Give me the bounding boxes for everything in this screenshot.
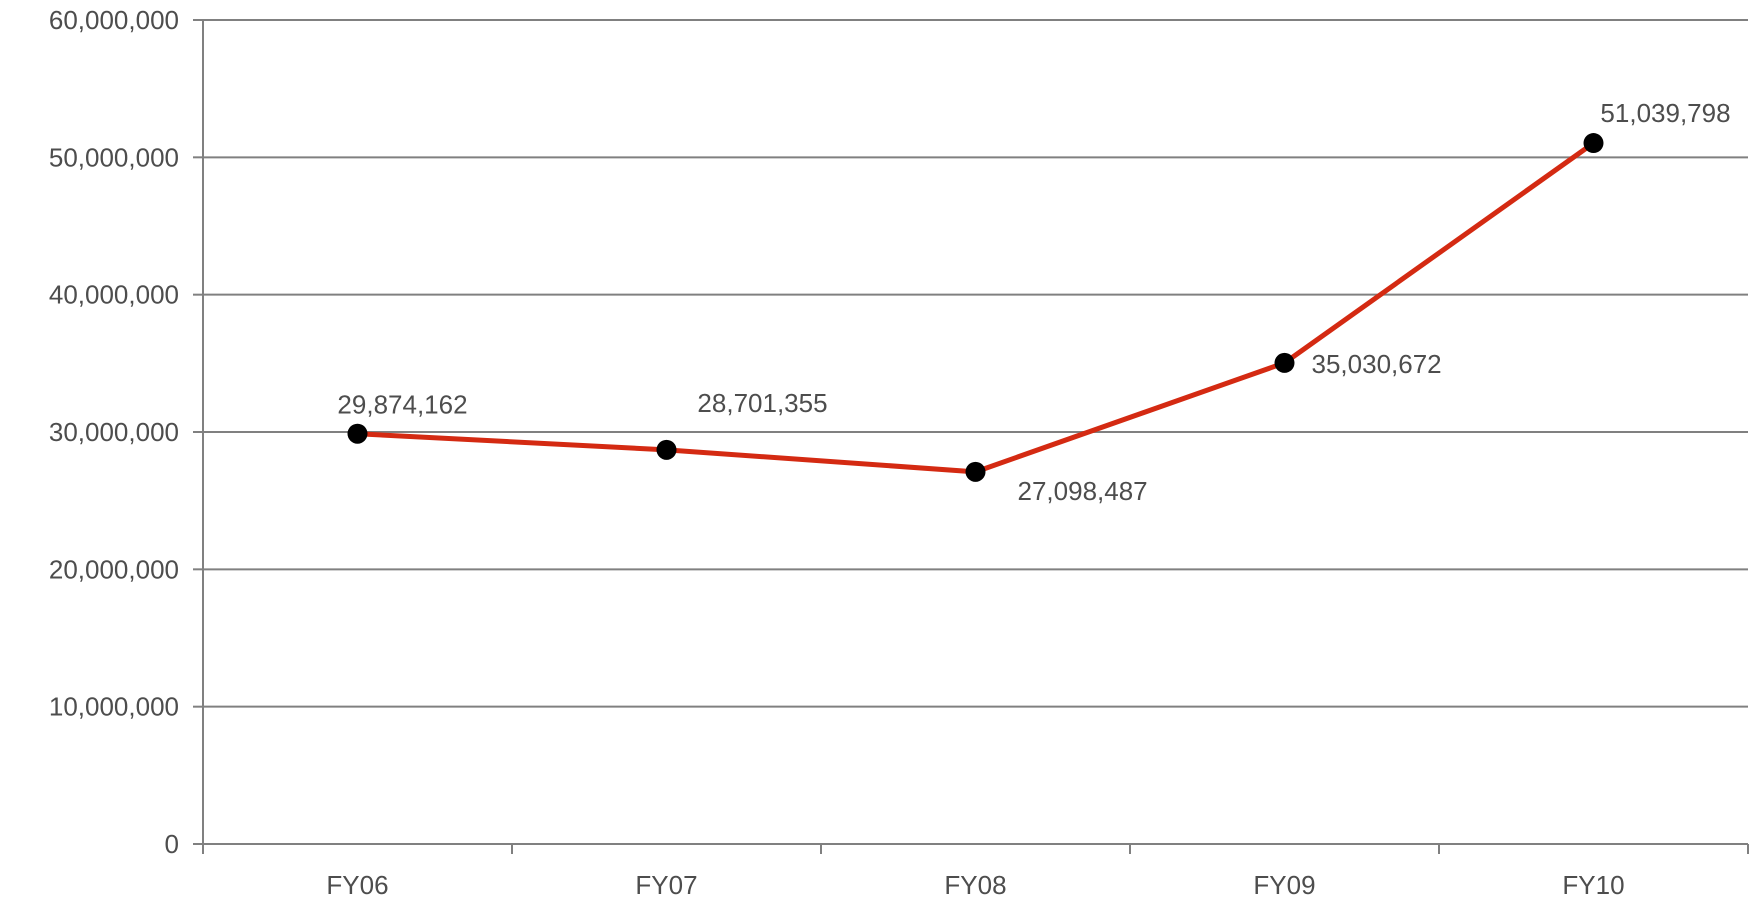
data-label: 51,039,798: [1600, 98, 1730, 128]
y-tick-label: 30,000,000: [49, 417, 179, 447]
x-tick-label: FY08: [944, 870, 1006, 900]
data-point-marker: [347, 423, 368, 444]
data-label: 29,874,162: [337, 390, 467, 420]
data-label: 27,098,487: [1018, 476, 1148, 506]
data-point-markers: [347, 133, 1604, 482]
data-point-marker: [1583, 133, 1604, 154]
y-tick-label: 10,000,000: [49, 692, 179, 722]
data-label: 35,030,672: [1312, 349, 1442, 379]
data-point-marker: [656, 439, 677, 460]
x-tick-label: FY07: [635, 870, 697, 900]
x-tick-label: FY10: [1562, 870, 1624, 900]
data-labels: 29,874,162 28,701,355 27,098,487 35,030,672…: [337, 98, 1730, 506]
axes: [193, 19, 1749, 854]
y-tick-label: 20,000,000: [49, 554, 179, 584]
x-axis-tick-labels: FY06 FY07 FY08 FY09 FY10: [326, 870, 1624, 900]
y-axis-tick-labels: 0 10,000,000 20,000,000 30,000,000 40,000,00…: [49, 5, 179, 859]
y-tick-label: 50,000,000: [49, 142, 179, 172]
x-tick-label: FY09: [1253, 870, 1315, 900]
gridlines: [203, 19, 1748, 708]
series-line: [357, 141, 1595, 475]
data-label: 28,701,355: [697, 388, 827, 418]
x-tick-label: FY06: [326, 870, 388, 900]
y-tick-label: 0: [165, 829, 179, 859]
y-tick-label: 60,000,000: [49, 5, 179, 35]
data-point-marker: [1274, 352, 1295, 373]
data-point-marker: [965, 461, 986, 482]
y-tick-label: 40,000,000: [49, 280, 179, 310]
series-line-group: [357, 141, 1595, 475]
